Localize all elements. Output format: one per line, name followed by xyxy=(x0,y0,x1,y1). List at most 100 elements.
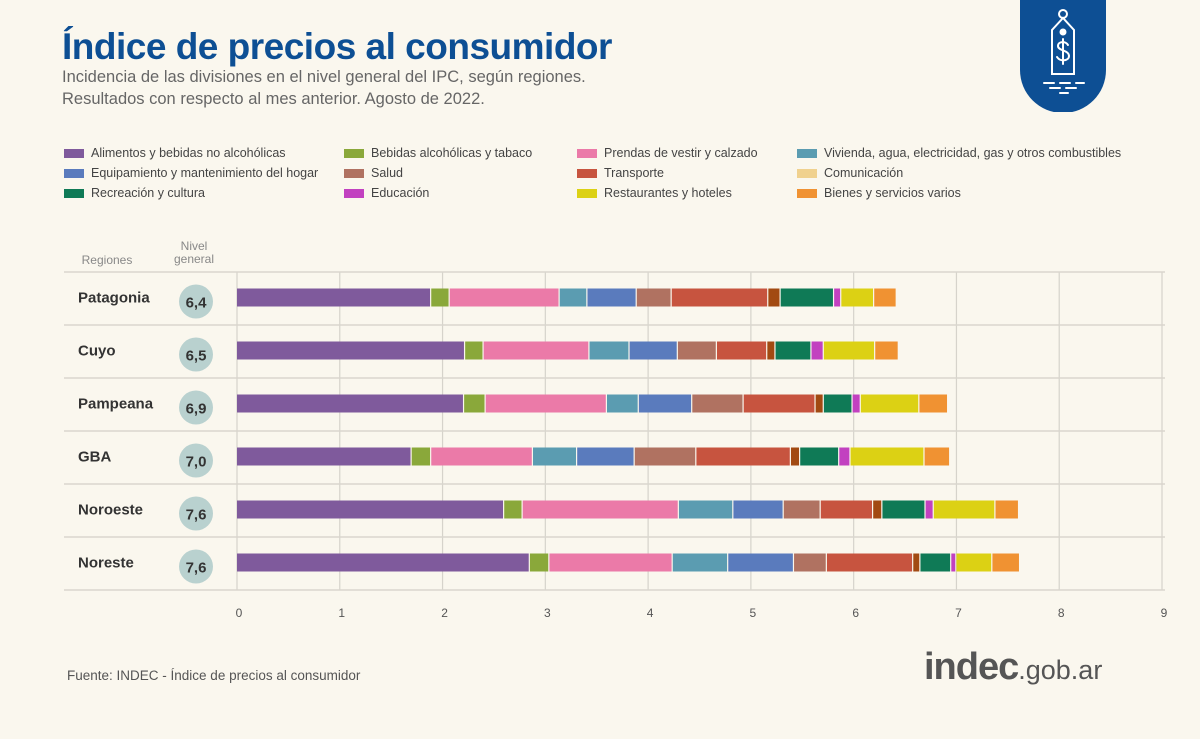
bar-segment-7 xyxy=(815,394,823,413)
bar-segment-3 xyxy=(589,341,629,360)
x-tick-label: 8 xyxy=(1058,606,1065,620)
legend-swatch xyxy=(64,148,84,158)
legend-item: Vivienda, agua, electricidad, gas y otro… xyxy=(797,146,1121,160)
total-header: Nivel general xyxy=(174,239,214,266)
bar-segment-7 xyxy=(873,500,882,519)
total-value: 6,9 xyxy=(186,401,207,418)
legend-label: Vivienda, agua, electricidad, gas y otro… xyxy=(824,146,1122,160)
price-tag-dollar-icon xyxy=(1020,0,1106,112)
x-tick-label: 1 xyxy=(338,606,345,620)
bar-segment-1 xyxy=(529,553,549,572)
bar-segment-2 xyxy=(449,288,559,307)
bar-segment-6 xyxy=(671,288,768,307)
bar-segment-11 xyxy=(874,288,896,307)
region-label: Patagonia xyxy=(78,290,150,307)
bar-segment-5 xyxy=(692,394,743,413)
bar-segment-8 xyxy=(775,341,811,360)
bar-segment-5 xyxy=(794,553,826,572)
bar-segment-0 xyxy=(237,394,463,413)
legend-item: Transporte xyxy=(577,166,664,180)
bar-segment-5 xyxy=(677,341,716,360)
legend-item: Bebidas alcohólicas y tabaco xyxy=(344,146,532,160)
bar-segment-9 xyxy=(925,500,933,519)
bar-segment-2 xyxy=(485,394,606,413)
legend-swatch xyxy=(64,168,84,178)
bar-segment-9 xyxy=(852,394,860,413)
region-label: GBA xyxy=(78,449,112,466)
bar-segment-7 xyxy=(767,341,775,360)
x-tick-label: 0 xyxy=(236,606,243,620)
legend-item: Educación xyxy=(344,186,429,200)
bar-segment-3 xyxy=(607,394,638,413)
legend-label: Bienes y servicios varios xyxy=(824,186,961,200)
legend-label: Equipamiento y mantenimiento del hogar xyxy=(91,166,319,180)
bar-segment-4 xyxy=(629,341,677,360)
bar-segment-9 xyxy=(834,288,841,307)
indec-logo: indec.gob.ar xyxy=(924,646,1102,689)
bar-segment-7 xyxy=(790,447,800,466)
bar-segment-6 xyxy=(826,553,913,572)
bar-segment-7 xyxy=(913,553,920,572)
region-label: Noroeste xyxy=(78,502,143,519)
bar-segment-10 xyxy=(841,288,874,307)
bar-segment-11 xyxy=(875,341,898,360)
bar-segment-4 xyxy=(733,500,783,519)
x-tick-label: 2 xyxy=(441,606,448,620)
legend-label: Recreación y cultura xyxy=(91,186,205,200)
bar-segment-2 xyxy=(549,553,672,572)
bar-segment-0 xyxy=(237,341,464,360)
legend-item: Prendas de vestir y calzado xyxy=(577,146,758,160)
total-badge xyxy=(179,337,213,372)
total-badge xyxy=(179,496,213,531)
bar-segment-11 xyxy=(919,394,948,413)
bar-segment-3 xyxy=(678,500,733,519)
legend-item: Comunicación xyxy=(797,166,903,180)
x-tick-label: 4 xyxy=(647,606,654,620)
legend-label: Bebidas alcohólicas y tabaco xyxy=(371,146,533,160)
total-badge xyxy=(179,284,213,319)
bar-segment-1 xyxy=(504,500,522,519)
bar-segment-4 xyxy=(638,394,692,413)
bar-segment-10 xyxy=(850,447,924,466)
legend-item: Equipamiento y mantenimiento del hogar xyxy=(64,166,318,180)
x-tick-label: 6 xyxy=(852,606,859,620)
bar-segment-11 xyxy=(995,500,1018,519)
bar-segment-11 xyxy=(924,447,950,466)
bar-segment-5 xyxy=(636,288,671,307)
x-tick-label: 5 xyxy=(750,606,757,620)
bar-segment-3 xyxy=(533,447,576,466)
bar-segment-6 xyxy=(743,394,815,413)
legend-swatch xyxy=(344,168,364,178)
bar-segment-6 xyxy=(820,500,872,519)
legend-swatch xyxy=(797,148,817,158)
legend-label: Salud xyxy=(371,166,403,180)
legend-item: Restaurantes y hoteles xyxy=(577,186,732,200)
total-badge xyxy=(179,549,213,584)
legend-swatch xyxy=(577,188,597,198)
subtitle-line-2: Resultados con respecto al mes anterior.… xyxy=(62,90,485,108)
bar-segment-10 xyxy=(956,553,992,572)
bar-segment-8 xyxy=(823,394,852,413)
legend-label: Alimentos y bebidas no alcohólicas xyxy=(91,146,286,160)
bar-segment-0 xyxy=(237,447,411,466)
bar-segment-5 xyxy=(783,500,820,519)
bar-segment-6 xyxy=(716,341,767,360)
total-value: 7,6 xyxy=(186,560,207,577)
bar-segment-7 xyxy=(768,288,780,307)
bar-segment-1 xyxy=(465,341,483,360)
bar-segment-4 xyxy=(728,553,793,572)
bar-segment-11 xyxy=(992,553,1019,572)
bar-segment-2 xyxy=(431,447,532,466)
region-label: Cuyo xyxy=(78,343,116,360)
legend-label: Prendas de vestir y calzado xyxy=(604,146,758,160)
total-value: 6,4 xyxy=(186,295,208,312)
bar-segment-4 xyxy=(577,447,634,466)
bar-segment-10 xyxy=(860,394,919,413)
source-note: Fuente: INDEC - Índice de precios al con… xyxy=(67,668,361,683)
legend-label: Restaurantes y hoteles xyxy=(604,186,732,200)
total-badge xyxy=(179,443,213,478)
bar-segment-1 xyxy=(431,288,449,307)
bar-segment-8 xyxy=(780,288,833,307)
bar-segment-8 xyxy=(882,500,925,519)
